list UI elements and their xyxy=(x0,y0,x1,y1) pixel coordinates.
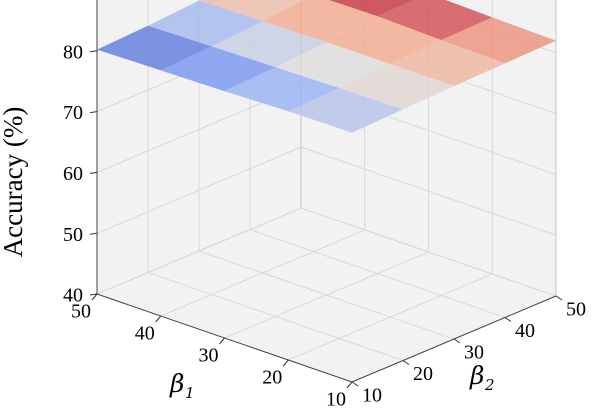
z-tick-label: 60 xyxy=(63,163,83,185)
surface-patch xyxy=(97,25,212,71)
z-tick-label: 80 xyxy=(63,41,83,63)
z-tick xyxy=(89,293,98,296)
y-axis-title-subscript: 2 xyxy=(484,376,495,394)
gridline-floor-beta2 xyxy=(249,229,506,318)
tick-labels: 10203040501020304050405060708090 xyxy=(63,0,586,411)
z-tick-label: 40 xyxy=(63,285,83,307)
beta2-tick-label: 10 xyxy=(362,385,382,407)
beta2-tick-label: 20 xyxy=(413,363,433,385)
surface-patch xyxy=(441,17,556,64)
beta2-tick xyxy=(402,360,410,365)
z-tick xyxy=(89,171,98,174)
surface-patch xyxy=(328,0,415,17)
beta2-tick-label: 50 xyxy=(566,299,586,321)
surface-patch xyxy=(199,0,304,22)
beta2-tick xyxy=(555,295,563,301)
surface-patch xyxy=(377,0,493,41)
x-axis-title-subscript: 1 xyxy=(185,384,195,402)
gridline-floor-beta2 xyxy=(198,250,455,340)
beta2-tick-label: 40 xyxy=(515,320,535,342)
gridline-floor-beta2 xyxy=(147,272,404,361)
x-axis-title: β 1 xyxy=(169,369,195,402)
surface-patch xyxy=(211,21,327,68)
beta2-tick xyxy=(453,338,461,344)
beta1-tick xyxy=(155,315,162,323)
beta2-tick xyxy=(351,381,359,387)
surface-patch xyxy=(339,64,454,110)
gridline-wall-z xyxy=(300,207,557,297)
z-tick-label: 50 xyxy=(63,224,83,246)
beta1-tick xyxy=(219,337,225,345)
tick-marks xyxy=(89,50,563,389)
surface-patch xyxy=(224,67,340,112)
z-tick xyxy=(89,111,98,114)
z-tick-label: 70 xyxy=(63,102,83,124)
accuracy-surface xyxy=(97,0,556,133)
beta1-tick-label: 10 xyxy=(326,389,346,411)
beta1-tick xyxy=(282,359,289,367)
beta1-tick xyxy=(91,293,98,301)
z-tick xyxy=(89,50,98,53)
beta1-tick xyxy=(346,381,353,389)
y-axis-title-symbol: β xyxy=(469,361,484,390)
z-tick xyxy=(89,232,98,235)
z-axis-title: Accuracy (%) xyxy=(0,107,28,258)
surface-patch xyxy=(160,46,276,92)
beta1-tick-label: 50 xyxy=(71,301,91,323)
surface-patch xyxy=(390,40,505,87)
beta1-tick-label: 20 xyxy=(262,367,282,389)
beta2-tick xyxy=(504,317,512,322)
surface-patch xyxy=(148,0,263,47)
beta1-tick-label: 30 xyxy=(199,345,219,367)
gridline-wall-z xyxy=(96,146,302,234)
gridline-wall-z xyxy=(300,146,557,236)
y-axis-title: β 2 xyxy=(469,361,495,394)
x-axis-title-symbol: β xyxy=(169,369,184,398)
surface-patch xyxy=(288,88,403,133)
beta1-tick-label: 40 xyxy=(135,323,155,345)
surface-patch xyxy=(275,42,391,88)
beta2-tick-label: 30 xyxy=(464,342,484,364)
z-tick-label: 90 xyxy=(63,0,83,3)
surface-patch xyxy=(262,0,378,43)
surface-patch xyxy=(326,16,442,65)
gridline-wall-z xyxy=(96,207,302,295)
